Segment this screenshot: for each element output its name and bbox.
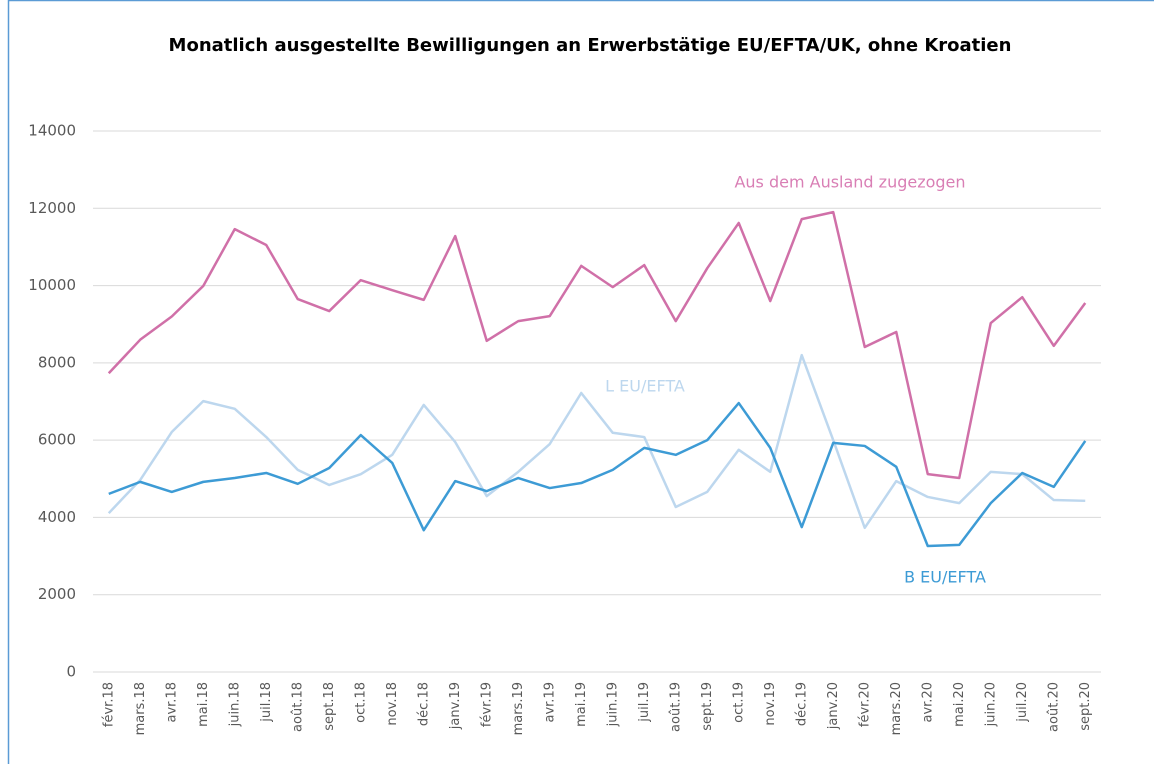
x-tick-label: août.18 [290, 682, 305, 732]
chart-title: Monatlich ausgestellte Bewilligungen an … [168, 35, 1012, 56]
x-tick-label: mai.20 [952, 682, 967, 727]
y-tick-label: 10000 [28, 276, 76, 294]
x-tick-label: juil.18 [259, 682, 274, 723]
chart-frame [7, 0, 1154, 764]
x-tick-label: janv.20 [826, 682, 841, 730]
x-tick-label: août.19 [668, 682, 683, 732]
series-label: B EU/EFTA [904, 568, 986, 587]
y-tick-label: 2000 [38, 585, 76, 603]
x-tick-label: oct.18 [353, 682, 368, 723]
x-tick-label: sept.19 [700, 682, 715, 731]
series-line [107, 353, 1086, 530]
series-line [107, 210, 1087, 480]
x-tick-label: mai.18 [196, 682, 211, 727]
x-tick-label: mars.19 [511, 682, 526, 735]
x-tick-label: juil.20 [1015, 682, 1030, 723]
x-tick-label: juin.20 [983, 682, 998, 727]
x-tick-label: avr.18 [164, 682, 179, 723]
x-tick-label: août.20 [1046, 682, 1061, 732]
y-tick-label: 0 [66, 663, 76, 681]
x-tick-label: sept.18 [322, 682, 337, 731]
series-label: L EU/EFTA [605, 377, 685, 396]
x-tick-label: juin.19 [605, 682, 620, 727]
x-tick-label: déc.18 [416, 682, 431, 726]
x-tick-label: mars.20 [889, 682, 904, 735]
x-tick-label: déc.19 [794, 682, 809, 726]
x-tick-label: oct.19 [731, 682, 746, 723]
x-tick-label: mars.18 [133, 682, 148, 735]
x-tick-label: mai.19 [574, 682, 589, 727]
x-tick-label: avr.19 [542, 682, 557, 723]
x-tick-label: févr.18 [101, 682, 116, 727]
x-tick-label: févr.20 [857, 682, 872, 727]
y-tick-label: 8000 [38, 353, 76, 371]
series-label: Aus dem Ausland zugezogen [734, 173, 965, 192]
x-tick-label: juil.19 [637, 682, 652, 723]
y-tick-label: 14000 [28, 122, 76, 140]
x-tick-label: juin.18 [227, 682, 242, 727]
x-tick-label: avr.20 [920, 682, 935, 723]
x-tick-label: nov.19 [763, 682, 778, 726]
x-tick-label: janv.19 [448, 682, 463, 730]
series-line [108, 401, 1087, 548]
x-tick-label: févr.19 [479, 682, 494, 727]
x-tick-label: sept.20 [1078, 682, 1093, 731]
y-tick-label: 12000 [28, 199, 76, 217]
y-tick-label: 4000 [38, 508, 76, 526]
y-tick-label: 6000 [38, 431, 76, 449]
x-tick-label: nov.18 [385, 682, 400, 726]
